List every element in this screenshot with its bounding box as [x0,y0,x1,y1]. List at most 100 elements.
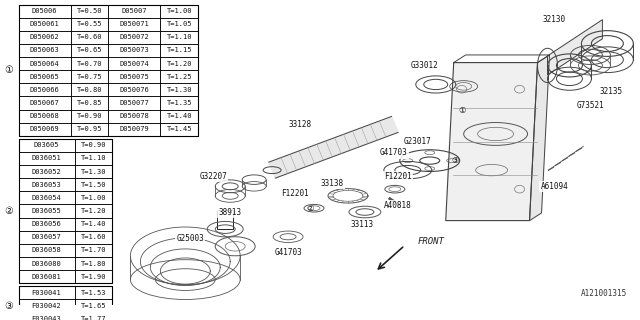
Text: G41703: G41703 [380,148,408,157]
Bar [19,270,74,283]
Bar [74,286,113,299]
Text: T=1.20: T=1.20 [81,208,106,214]
Text: 33138: 33138 [321,179,344,188]
Text: ②: ② [307,204,314,213]
Text: T=0.75: T=0.75 [77,74,102,80]
Bar [70,57,108,70]
Bar [74,257,113,270]
Text: T=1.40: T=1.40 [166,113,192,119]
Text: D050067: D050067 [29,100,60,106]
Bar [19,31,70,44]
Bar [108,109,161,123]
Bar [19,4,70,18]
Text: D050079: D050079 [120,126,149,132]
Bar [19,152,74,165]
Text: D050064: D050064 [29,60,60,67]
Text: T=1.35: T=1.35 [166,100,192,106]
Text: T=0.95: T=0.95 [77,126,102,132]
Text: A61094: A61094 [541,182,568,191]
Text: D050072: D050072 [120,34,149,40]
Text: ①: ① [458,106,465,115]
Bar [19,44,70,57]
Text: T=0.70: T=0.70 [77,60,102,67]
Text: T=1.77: T=1.77 [81,316,106,320]
Text: T=1.05: T=1.05 [166,21,192,27]
Bar [70,31,108,44]
Text: A40818: A40818 [384,201,412,210]
Text: T=0.80: T=0.80 [77,87,102,93]
Bar [108,44,161,57]
Bar [19,57,70,70]
Text: D050062: D050062 [29,34,60,40]
Bar [74,204,113,218]
Bar [108,96,161,109]
Bar [161,70,198,83]
Text: D036081: D036081 [32,274,61,280]
Text: T=1.60: T=1.60 [81,234,106,240]
Bar [108,70,161,83]
Text: D050061: D050061 [29,21,60,27]
Bar [217,210,233,229]
Text: D05007: D05007 [122,8,147,14]
Bar [74,178,113,191]
Text: 33113: 33113 [350,220,374,229]
Bar [108,83,161,96]
Bar [74,191,113,204]
Text: A121001315: A121001315 [581,289,627,298]
Bar [19,178,74,191]
Bar [19,18,70,31]
Text: D050065: D050065 [29,74,60,80]
Bar [108,123,161,136]
Text: D036051: D036051 [32,156,61,161]
Text: T=1.30: T=1.30 [81,169,106,174]
Text: T=1.53: T=1.53 [81,290,106,296]
Text: T=1.30: T=1.30 [166,87,192,93]
Bar [74,139,113,152]
Text: D036052: D036052 [32,169,61,174]
Text: D036080: D036080 [32,260,61,267]
Text: D036058: D036058 [32,247,61,253]
Bar [108,57,161,70]
Text: D050066: D050066 [29,87,60,93]
Bar [19,231,74,244]
Text: T=1.50: T=1.50 [81,182,106,188]
Bar [19,191,74,204]
Text: D036055: D036055 [32,208,61,214]
Bar [161,109,198,123]
Bar [74,299,113,312]
Bar [19,244,74,257]
Text: ③: ③ [451,156,458,165]
Text: ②: ② [4,206,13,216]
Text: T=0.55: T=0.55 [77,21,102,27]
Bar [74,165,113,178]
Text: D036053: D036053 [32,182,61,188]
Text: D050069: D050069 [29,126,60,132]
Polygon shape [529,55,550,220]
Bar [19,204,74,218]
Text: G41703: G41703 [274,248,302,258]
Text: T=1.10: T=1.10 [166,34,192,40]
Bar [19,286,74,299]
Polygon shape [269,116,398,178]
Text: D050063: D050063 [29,47,60,53]
Text: T=1.80: T=1.80 [81,260,106,267]
Text: D050074: D050074 [120,60,149,67]
Bar [19,312,74,320]
Text: D05006: D05006 [32,8,58,14]
Bar [74,231,113,244]
Bar [108,18,161,31]
Text: T=1.25: T=1.25 [166,74,192,80]
Bar [74,244,113,257]
Text: G73521: G73521 [577,101,604,110]
Text: D050068: D050068 [29,113,60,119]
Bar [70,44,108,57]
Text: T=0.90: T=0.90 [77,113,102,119]
Bar [70,96,108,109]
Text: G25003: G25003 [177,234,204,243]
Text: F030041: F030041 [32,290,61,296]
Bar [19,218,74,231]
Text: T=1.40: T=1.40 [81,221,106,227]
Bar [74,270,113,283]
Bar [19,83,70,96]
Bar [108,31,161,44]
